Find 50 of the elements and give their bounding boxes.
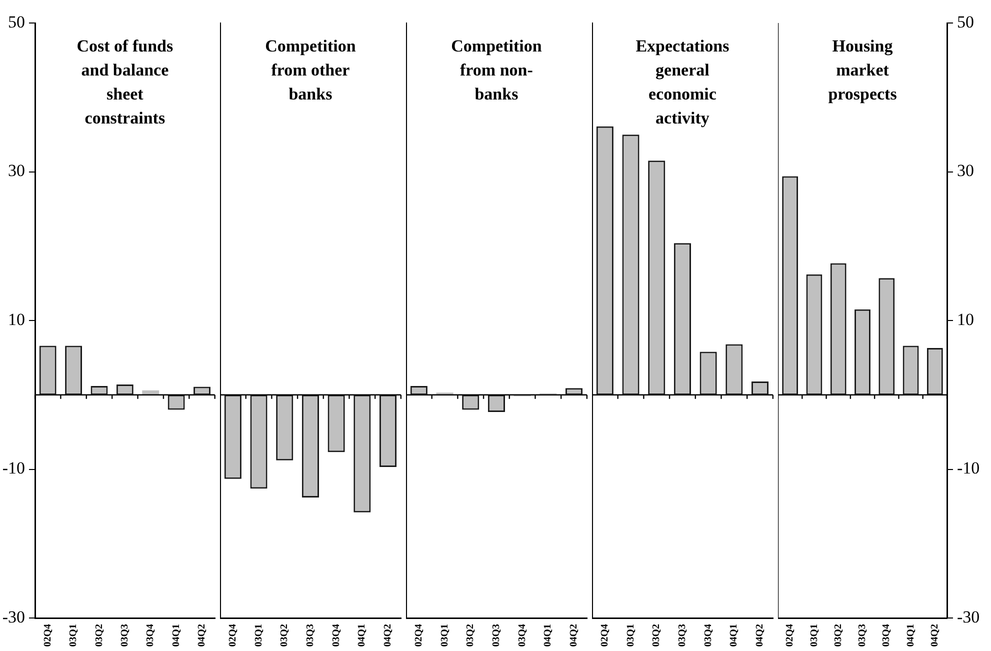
y-tick-label: 30 xyxy=(8,161,25,180)
x-tick-label: 04Q2 xyxy=(568,624,580,647)
y2-tick-label: -10 xyxy=(957,458,980,478)
x-tick-label: 02Q4 xyxy=(784,624,796,647)
x-tick-label: 02Q4 xyxy=(228,624,238,647)
x-tick-label: 03Q4 xyxy=(881,624,892,647)
text: Housing market prospects xyxy=(828,36,898,104)
x-tick-label: 04Q1 xyxy=(170,624,182,647)
text: Competition from non-banks xyxy=(451,36,542,104)
x-tick-label: 02Q4 xyxy=(42,624,54,647)
y2-tick-label: 10 xyxy=(957,310,974,329)
x-tick-label: 04Q1 xyxy=(728,624,740,647)
x-tick-label: 03Q4 xyxy=(145,624,156,647)
text: Expectations general economic activity xyxy=(636,36,730,128)
x-tick-label: 03Q1 xyxy=(439,624,450,647)
x-tick-label: 03Q2 xyxy=(94,624,105,647)
x-tick-label: 04Q2 xyxy=(382,624,394,647)
y2-tick-label: 50 xyxy=(957,12,974,32)
x-tick-label: 03Q1 xyxy=(625,624,636,647)
text: Cost of funds and balance sheet constraints xyxy=(76,36,174,128)
text: Competition from other banks xyxy=(265,36,356,104)
x-tick-label: 03Q3 xyxy=(677,624,688,647)
x-tick-label: 03Q2 xyxy=(832,624,844,647)
x-tick-label: 04Q1 xyxy=(905,624,916,647)
x-tick-label: 03Q2 xyxy=(651,624,662,647)
x-tick-label: 03Q1 xyxy=(808,624,820,647)
x-tick-label: 03Q1 xyxy=(253,624,264,647)
y-tick-label: -10 xyxy=(2,458,25,478)
x-tick-label: 04Q2 xyxy=(930,624,941,647)
x-tick-label: 02Q4 xyxy=(600,624,610,647)
y2-tick-label: 30 xyxy=(957,161,974,180)
y-tick-label: -30 xyxy=(2,607,25,626)
x-tick-label: 04Q1 xyxy=(356,624,368,647)
x-tick-label: 03Q3 xyxy=(857,624,868,647)
x-tick-label: 03Q3 xyxy=(491,624,502,647)
x-tick-label: 02Q4 xyxy=(414,624,424,647)
x-tick-label: 03Q4 xyxy=(330,624,342,647)
x-tick-label: 03Q4 xyxy=(702,624,714,647)
x-tick-label: 03Q2 xyxy=(279,624,290,647)
x-tick-label: 04Q1 xyxy=(542,624,554,647)
y2-tick-label: -30 xyxy=(957,607,980,626)
x-tick-label: 03Q3 xyxy=(305,624,316,647)
y-tick-label: 10 xyxy=(8,310,25,329)
x-tick-label: 04Q2 xyxy=(754,624,766,647)
y-tick-label: 50 xyxy=(8,12,25,32)
x-tick-label: 03Q1 xyxy=(68,624,80,647)
x-tick-label: 03Q4 xyxy=(516,624,528,647)
x-tick-label: 03Q2 xyxy=(465,624,476,647)
x-tick-label: 04Q2 xyxy=(196,624,208,647)
x-tick-label: 03Q3 xyxy=(120,624,130,647)
